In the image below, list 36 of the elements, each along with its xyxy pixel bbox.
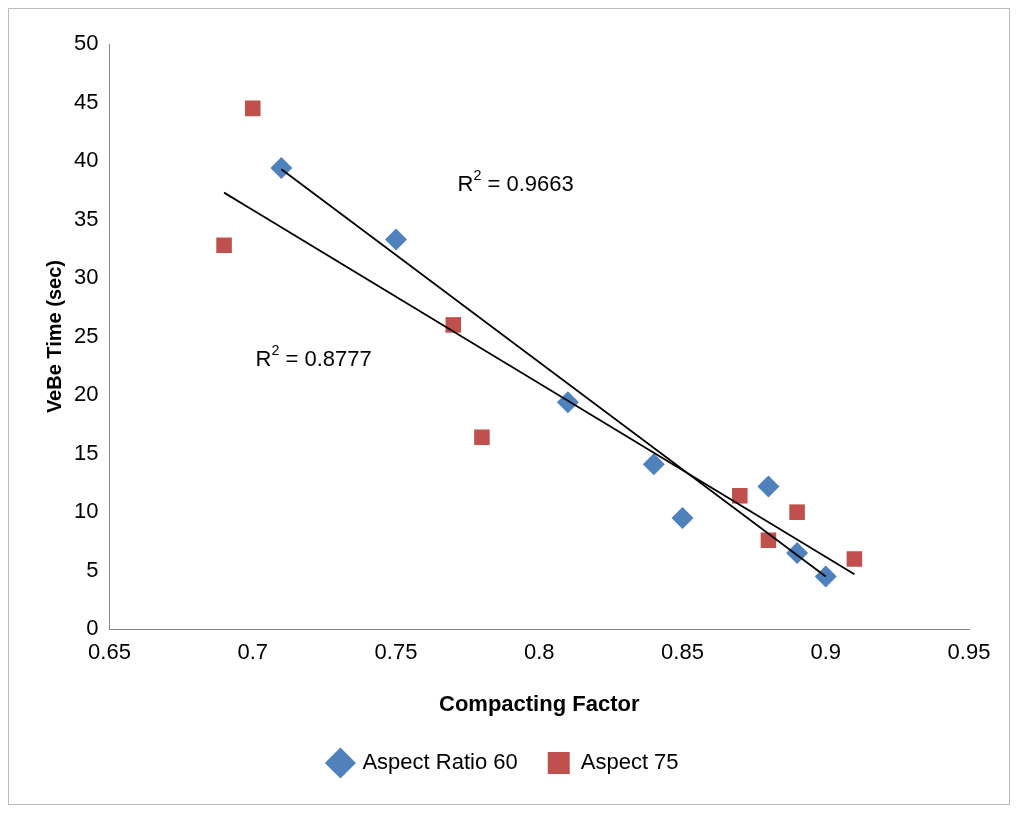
y-tick-label: 15 [73,439,99,465]
legend-label: Aspect 75 [580,749,679,775]
x-tick-label: 0.95 [947,639,991,665]
y-tick-label: 25 [73,322,99,348]
point [642,453,665,476]
point [814,565,837,588]
y-tick-label: 0 [86,615,99,641]
point [757,475,780,498]
point [789,504,805,520]
point [384,228,407,251]
y-axis-title: VeBe Time (sec) [42,260,65,414]
y-tick-label: 20 [73,381,99,407]
y-tick-label: 40 [73,147,99,173]
point [216,237,232,254]
point [671,507,694,530]
y-tick-label: 5 [86,556,99,582]
point [474,429,490,446]
point [846,551,863,567]
point [270,157,293,180]
x-tick-label: 0.85 [661,639,704,665]
legend-label: Aspect Ratio 60 [362,749,518,775]
y-tick-label: 35 [73,205,99,231]
x-tick-label: 0.9 [810,639,842,665]
y-tick-label: 45 [73,88,99,114]
point [732,488,748,504]
x-tick-label: 0.7 [237,639,269,665]
x-tick-label: 0.8 [523,639,555,665]
x-tick-label: 0.75 [374,639,418,665]
point [244,100,261,117]
y-tick-label: 50 [73,30,99,56]
y-tick-label: 30 [73,264,99,290]
point [760,532,777,549]
x-axis-title: Compacting Factor [439,690,640,716]
x-tick-label: 0.65 [88,639,131,665]
y-tick-label: 10 [73,498,99,524]
point [445,317,462,333]
